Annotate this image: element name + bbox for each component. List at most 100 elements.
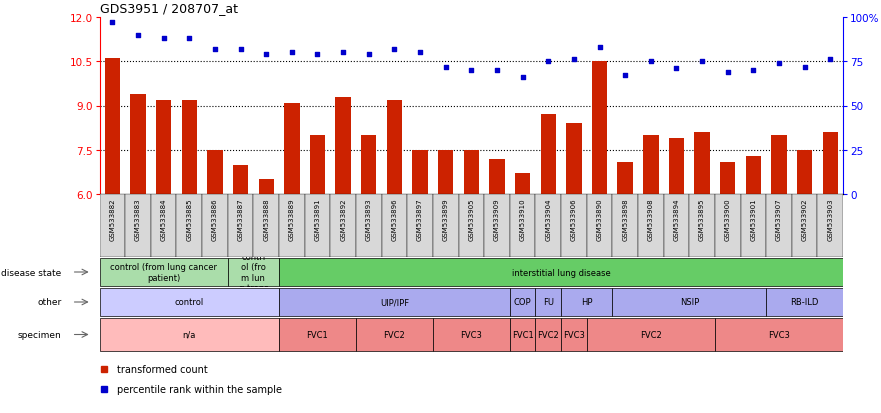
Text: GSM533895: GSM533895 — [700, 198, 705, 240]
Point — [182, 36, 196, 43]
Text: GSM533901: GSM533901 — [751, 198, 757, 240]
Text: FVC1: FVC1 — [512, 330, 534, 339]
Point — [670, 66, 684, 72]
Bar — [669, 139, 685, 195]
Text: GSM533883: GSM533883 — [135, 198, 141, 240]
Text: GSM533899: GSM533899 — [442, 198, 448, 240]
Text: interstitial lung disease: interstitial lung disease — [512, 268, 611, 277]
Bar — [587, 195, 612, 257]
Point — [823, 57, 837, 64]
Text: GSM533888: GSM533888 — [263, 198, 270, 240]
Text: specimen: specimen — [18, 330, 62, 339]
Text: COP: COP — [514, 298, 531, 307]
Bar — [125, 195, 151, 257]
Bar — [207, 150, 223, 195]
Point — [541, 59, 555, 65]
Point — [131, 32, 145, 39]
Bar — [515, 174, 530, 195]
Bar — [536, 318, 561, 351]
Bar — [433, 195, 458, 257]
Text: GSM533891: GSM533891 — [315, 198, 321, 240]
Bar — [381, 195, 407, 257]
Bar — [766, 195, 792, 257]
Bar — [254, 195, 279, 257]
Bar — [279, 195, 305, 257]
Text: GSM533900: GSM533900 — [725, 198, 730, 240]
Text: GSM533896: GSM533896 — [391, 198, 397, 240]
Bar — [536, 288, 561, 317]
Text: GSM533892: GSM533892 — [340, 198, 346, 240]
Text: disease state: disease state — [2, 268, 62, 277]
Bar — [181, 100, 197, 195]
Bar — [766, 288, 843, 317]
Bar — [176, 195, 202, 257]
Text: GSM533889: GSM533889 — [289, 198, 295, 240]
Point — [310, 52, 324, 58]
Bar — [714, 318, 843, 351]
Text: other: other — [38, 298, 62, 307]
Bar — [458, 195, 485, 257]
Text: FVC3: FVC3 — [563, 330, 585, 339]
Bar — [823, 133, 838, 195]
Text: FVC3: FVC3 — [768, 330, 790, 339]
Bar — [618, 162, 633, 195]
Text: transformed count: transformed count — [117, 364, 208, 374]
Bar — [536, 195, 561, 257]
Text: percentile rank within the sample: percentile rank within the sample — [117, 384, 282, 394]
Text: control (from lung cancer
patient): control (from lung cancer patient) — [110, 263, 217, 282]
Text: FVC1: FVC1 — [307, 330, 329, 339]
Bar — [561, 318, 587, 351]
Bar — [438, 150, 454, 195]
Text: GSM533904: GSM533904 — [545, 198, 552, 240]
Text: GSM533902: GSM533902 — [802, 198, 808, 240]
Text: contrl
ol (fro
m lun
g trans: contrl ol (fro m lun g trans — [239, 252, 268, 292]
Point — [285, 50, 299, 57]
Point — [797, 64, 811, 71]
Text: GSM533909: GSM533909 — [494, 198, 500, 240]
Bar — [356, 318, 433, 351]
Bar — [330, 195, 356, 257]
Bar — [233, 165, 248, 195]
Bar — [279, 318, 356, 351]
Point — [233, 46, 248, 53]
Text: GSM533894: GSM533894 — [673, 198, 679, 240]
Bar — [285, 103, 300, 195]
Bar — [361, 136, 376, 195]
Text: GSM533897: GSM533897 — [417, 198, 423, 240]
Bar — [336, 97, 351, 195]
Text: FVC2: FVC2 — [383, 330, 405, 339]
Point — [721, 69, 735, 76]
Bar — [305, 195, 330, 257]
Text: FU: FU — [543, 298, 554, 307]
Point — [106, 20, 120, 26]
Bar — [100, 288, 279, 317]
Bar — [100, 258, 228, 287]
Text: GSM533907: GSM533907 — [776, 198, 782, 240]
Text: NSIP: NSIP — [679, 298, 699, 307]
Point — [772, 61, 786, 67]
Bar — [356, 195, 381, 257]
Bar — [228, 258, 279, 287]
Bar — [489, 159, 505, 195]
Bar — [105, 59, 120, 195]
Text: FVC2: FVC2 — [537, 330, 559, 339]
Text: GSM533887: GSM533887 — [238, 198, 243, 240]
Point — [336, 50, 350, 57]
Bar — [412, 150, 428, 195]
Bar — [612, 195, 638, 257]
Point — [566, 57, 581, 64]
Bar — [714, 195, 741, 257]
Bar — [228, 195, 254, 257]
Text: GSM533910: GSM533910 — [520, 198, 526, 240]
Bar — [407, 195, 433, 257]
Bar — [663, 195, 689, 257]
Text: RB-ILD: RB-ILD — [790, 298, 818, 307]
Bar — [151, 195, 176, 257]
Text: GSM533890: GSM533890 — [596, 198, 603, 240]
Bar — [541, 115, 556, 195]
Bar — [612, 288, 766, 317]
Text: GSM533884: GSM533884 — [160, 198, 167, 240]
Bar — [258, 180, 274, 195]
Point — [259, 52, 273, 58]
Bar — [792, 195, 818, 257]
